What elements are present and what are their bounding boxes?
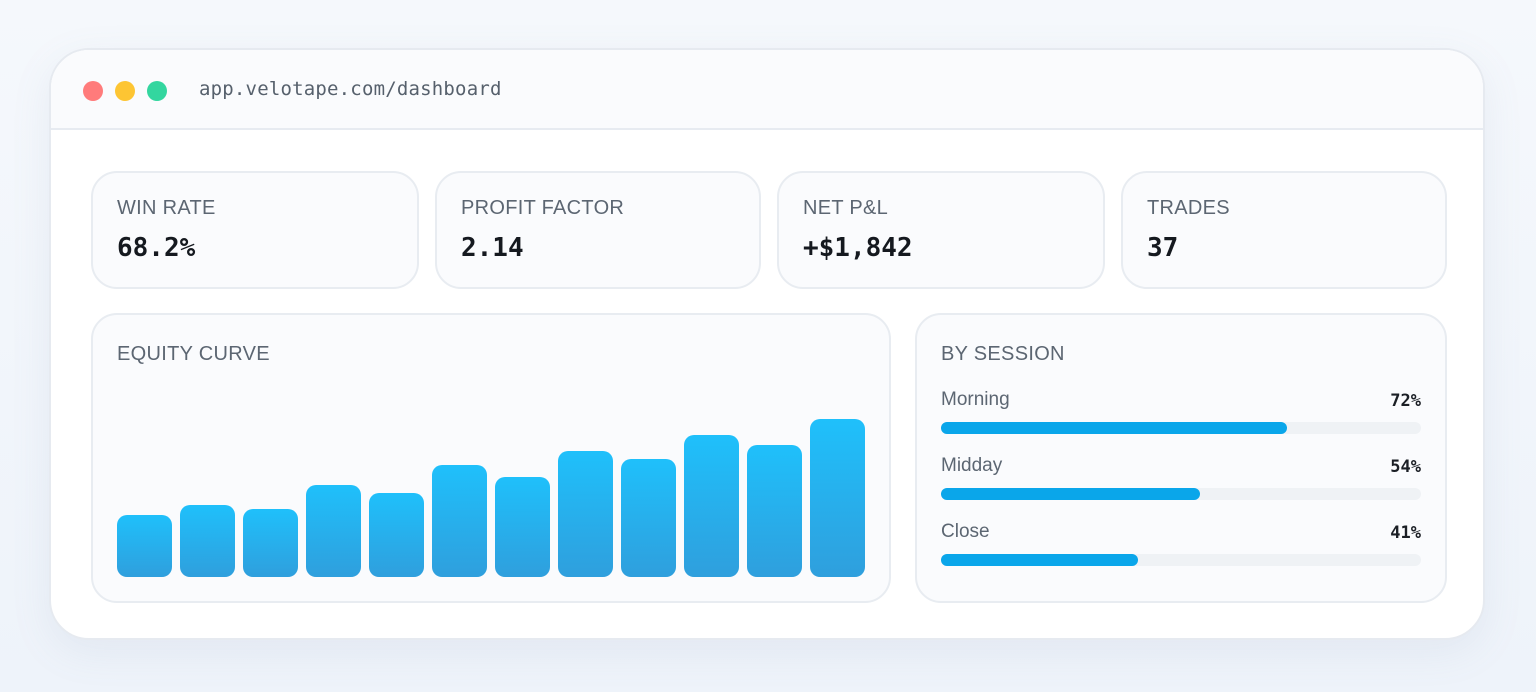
- minimize-window-dot[interactable]: [115, 81, 135, 101]
- session-row-morning: Morning 72%: [941, 389, 1421, 445]
- equity-bar-3: [243, 509, 298, 577]
- equity-bar-8: [558, 451, 613, 577]
- stat-label: WIN RATE: [117, 197, 216, 219]
- equity-bar-1: [117, 515, 172, 577]
- equity-bar-11: [747, 445, 802, 577]
- session-progress-fill: [941, 422, 1287, 434]
- session-progress-track: [941, 422, 1421, 434]
- browser-window: app.velotape.com/dashboard WIN RATE 68.2…: [49, 48, 1485, 640]
- session-row-midday: Midday 54%: [941, 455, 1421, 511]
- stat-label: TRADES: [1147, 197, 1230, 219]
- equity-bar-9: [621, 459, 676, 577]
- session-percent: 41%: [1390, 523, 1421, 543]
- equity-bar-5: [369, 493, 424, 577]
- session-percent: 54%: [1390, 457, 1421, 477]
- equity-curve-chart: [117, 419, 865, 577]
- session-percent: 72%: [1390, 391, 1421, 411]
- address-bar-url[interactable]: app.velotape.com/dashboard: [199, 78, 502, 100]
- stat-label: NET P&L: [803, 197, 889, 219]
- equity-bar-10: [684, 435, 739, 577]
- stat-card-trades: TRADES 37: [1121, 171, 1447, 289]
- stat-value: 37: [1147, 233, 1179, 263]
- session-label: Close: [941, 521, 990, 542]
- session-row-close: Close 41%: [941, 521, 1421, 577]
- session-label: Morning: [941, 389, 1010, 410]
- browser-titlebar: app.velotape.com/dashboard: [51, 50, 1483, 130]
- equity-bar-7: [495, 477, 550, 577]
- stat-value: 68.2%: [117, 233, 196, 263]
- stat-label: PROFIT FACTOR: [461, 197, 625, 219]
- equity-bar-4: [306, 485, 361, 577]
- stat-card-profit-factor: PROFIT FACTOR 2.14: [435, 171, 761, 289]
- equity-bar-2: [180, 505, 235, 577]
- session-progress-fill: [941, 488, 1201, 500]
- session-progress-track: [941, 488, 1421, 500]
- close-window-dot[interactable]: [83, 81, 103, 101]
- session-progress-track: [941, 554, 1421, 566]
- session-label: Midday: [941, 455, 1003, 476]
- equity-curve-panel: EQUITY CURVE: [91, 313, 891, 603]
- stat-value: +$1,842: [803, 233, 913, 263]
- stat-card-net-pnl: NET P&L +$1,842: [777, 171, 1105, 289]
- stat-card-win-rate: WIN RATE 68.2%: [91, 171, 419, 289]
- equity-bar-12: [810, 419, 865, 577]
- maximize-window-dot[interactable]: [147, 81, 167, 101]
- by-session-title: BY SESSION: [941, 343, 1065, 365]
- session-progress-fill: [941, 554, 1138, 566]
- by-session-panel: BY SESSION Morning 72% Midday 54% Close …: [915, 313, 1447, 603]
- stat-value: 2.14: [461, 233, 524, 263]
- equity-bar-6: [432, 465, 487, 577]
- equity-curve-title: EQUITY CURVE: [117, 343, 270, 365]
